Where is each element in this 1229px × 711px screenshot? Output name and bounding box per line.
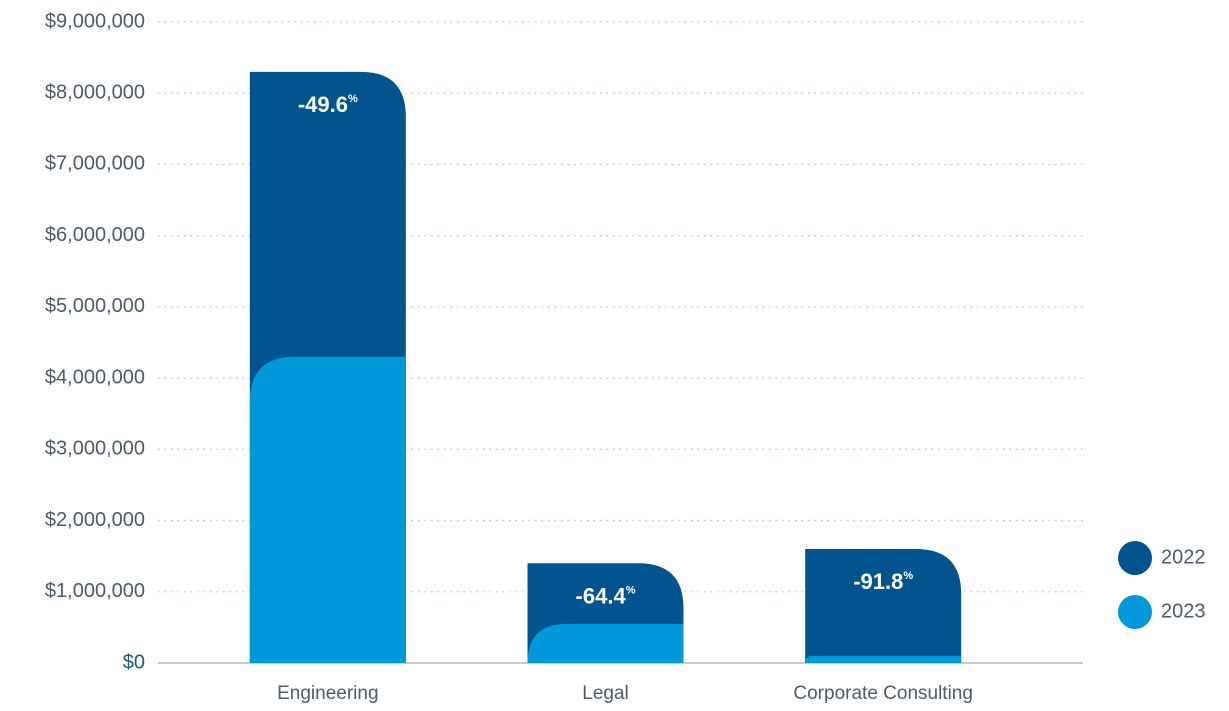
change-label: -64.4% (576, 583, 636, 608)
y-tick-label: $7,000,000 (45, 153, 145, 175)
bar (527, 623, 684, 663)
bar (805, 655, 962, 663)
change-unit: % (348, 93, 358, 105)
y-tick-label: $1,000,000 (45, 580, 145, 602)
y-tick-label: $8,000,000 (45, 82, 145, 104)
legend-swatch (1118, 541, 1152, 575)
legend-label: 2022 (1161, 546, 1206, 568)
y-tick-label: $6,000,000 (45, 224, 145, 246)
change-label: -49.6% (298, 92, 358, 117)
legend-swatch (1118, 595, 1152, 629)
legend-label: 2023 (1161, 600, 1206, 622)
y-tick-label: $9,000,000 (45, 10, 145, 32)
change-value: -64.4 (576, 583, 627, 608)
bar (249, 356, 406, 663)
x-tick-label: Engineering (277, 683, 378, 704)
change-value: -91.8 (853, 569, 903, 594)
change-unit: % (626, 584, 636, 596)
y-tick-label: $3,000,000 (45, 438, 145, 460)
change-unit: % (903, 570, 913, 582)
y-tick-label: $4,000,000 (45, 366, 145, 388)
y-tick-label: $0 (123, 651, 145, 673)
change-value: -49.6 (298, 92, 348, 117)
y-tick-label: $2,000,000 (45, 509, 145, 531)
y-tick-label: $5,000,000 (45, 295, 145, 317)
bar (805, 549, 962, 663)
x-tick-label: Legal (582, 683, 629, 704)
change-label: -91.8% (853, 569, 913, 594)
x-tick-label: Corporate Consulting (793, 683, 973, 704)
